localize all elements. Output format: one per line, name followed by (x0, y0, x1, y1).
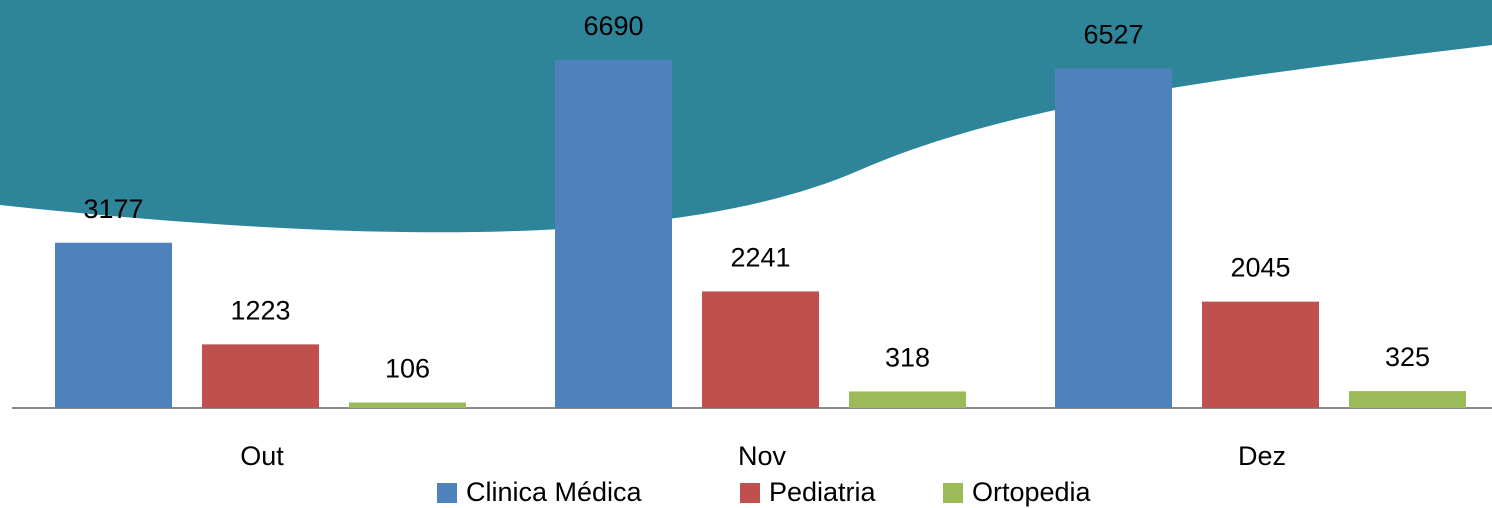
data-label: 2045 (1230, 253, 1290, 283)
chart: Out 3177 1223 106 Nov 6690 2241 318 Dez 6527 2045 3… (0, 0, 1492, 508)
legend-swatch (437, 483, 457, 503)
data-label: 3177 (83, 194, 143, 224)
bar (349, 402, 466, 408)
x-tick-label: Nov (738, 441, 787, 471)
legend-label: Ortopedia (972, 477, 1092, 507)
bar (202, 344, 319, 408)
bar (849, 391, 966, 408)
data-label: 6527 (1083, 20, 1143, 50)
bar (1202, 302, 1319, 408)
legend-label: Pediatria (769, 477, 877, 507)
bar (702, 291, 819, 408)
page: {"chart_data": {"type": "bar", "categori… (0, 0, 1492, 508)
data-label: 6690 (583, 11, 643, 41)
data-label: 106 (385, 354, 430, 384)
background-wave (0, 0, 1492, 232)
legend-label: Clinica Médica (466, 477, 643, 507)
data-label: 2241 (730, 243, 790, 273)
bar (1055, 68, 1172, 408)
bar (55, 243, 172, 408)
data-label: 318 (885, 343, 930, 373)
data-label: 325 (1385, 342, 1430, 372)
legend-swatch (943, 483, 963, 503)
x-tick-label: Out (240, 441, 284, 471)
data-label: 1223 (230, 296, 290, 326)
x-tick-label: Dez (1238, 441, 1286, 471)
legend-swatch (740, 483, 760, 503)
bar (1349, 391, 1466, 408)
bar (555, 60, 672, 408)
